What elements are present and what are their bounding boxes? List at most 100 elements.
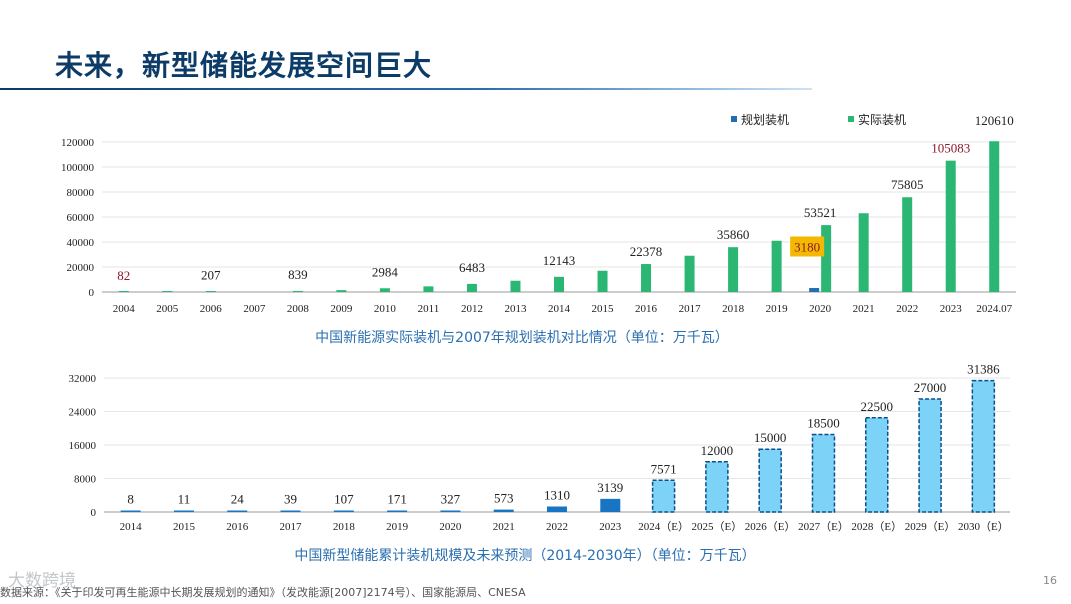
chart1-data-label: 105083 <box>931 141 970 156</box>
chart1-data-label: 6483 <box>459 260 485 275</box>
chart1-xtick: 2009 <box>330 303 353 315</box>
chart1-xtick: 2005 <box>156 303 179 315</box>
chart2-xtick: 2021 <box>493 521 515 533</box>
chart1-bar-actual <box>336 290 347 292</box>
chart2-bar-actual <box>227 510 248 512</box>
chart1-xtick: 2011 <box>418 303 440 315</box>
chart2-xtick: 2016 <box>226 521 249 533</box>
chart1-xtick: 2014 <box>548 303 571 315</box>
chart1-label-box <box>790 236 825 257</box>
chart2-xtick: 2024（E） <box>638 520 689 533</box>
storage-capacity-chart: 0 8000 16000 24000 32000 2014 2015 2016 2017 2018… <box>69 362 1010 564</box>
chart2-data-label: 11 <box>178 492 191 507</box>
chart1-bar-actual <box>821 225 832 292</box>
chart1-xtick: 2022 <box>896 303 918 315</box>
chart1-xtick: 2019 <box>766 303 789 315</box>
chart1-data-label: 839 <box>288 267 308 282</box>
chart2-data-label: 24 <box>231 492 245 507</box>
source-note: 数据来源：《关于印发可再生能源中长期发展规划的通知》（发改能源[2007]217… <box>0 586 526 599</box>
chart2-bar-actual <box>493 509 514 512</box>
chart1-bar-actual <box>858 213 869 292</box>
chart2-bar-actual <box>120 510 141 512</box>
chart1-xtick: 2013 <box>504 303 527 315</box>
chart2-bar-forecast <box>865 417 889 513</box>
chart2-bar-actual <box>600 498 621 512</box>
chart1-ytick: 60000 <box>67 212 95 224</box>
chart2-xtick: 2023 <box>599 521 622 533</box>
chart2-bar-forecast <box>811 433 836 513</box>
chart2-xtick: 2019 <box>386 521 409 533</box>
chart2-data-label: 39 <box>284 492 297 507</box>
chart2-xtick: 2026（E） <box>745 520 796 533</box>
chart1-xtick: 2008 <box>287 303 310 315</box>
chart1-bar-actual <box>641 264 652 292</box>
chart2-ytick: 24000 <box>69 407 97 419</box>
chart1-bar-actual <box>466 283 477 292</box>
chart1-caption: 中国新能源实际装机与2007年规划装机对比情况（单位：万千瓦） <box>315 330 729 346</box>
chart1-ytick: 100000 <box>61 162 95 174</box>
chart1-xtick: 2020 <box>809 303 832 315</box>
chart1-ytick: 0 <box>89 287 95 299</box>
chart1-xtick: 2006 <box>200 303 223 315</box>
chart1-bar-actual <box>118 291 129 292</box>
chart1-bar-actual <box>945 160 956 292</box>
chart2-data-label: 27000 <box>914 380 947 395</box>
chart2-data-label: 22500 <box>861 399 894 414</box>
chart1-data-label: 22378 <box>630 244 663 259</box>
chart2-data-label: 573 <box>494 491 514 506</box>
chart2-bar-actual <box>547 506 567 512</box>
chart1-xtick: 2016 <box>635 303 658 315</box>
chart2-bar-forecast <box>918 398 942 513</box>
legend-actual-label: 实际装机 <box>858 112 906 127</box>
chart2-bar-actual <box>387 510 408 512</box>
chart1-bar-actual <box>902 197 913 292</box>
chart1-bar-actual <box>205 291 216 292</box>
chart1-xtick: 2023 <box>940 303 963 315</box>
chart1-xtick: 2017 <box>679 303 702 315</box>
chart1-data-label: 12143 <box>543 253 576 268</box>
chart2-caption: 中国新型储能累计装机规模及未来预测（2014-2030年）（单位：万千瓦） <box>294 548 755 564</box>
page-number: 16 <box>1043 574 1057 587</box>
chart1-bar-actual <box>684 255 695 292</box>
chart2-xtick: 2028（E） <box>851 520 902 533</box>
chart2-data-label: 15000 <box>754 430 787 445</box>
chart2-bar-actual <box>333 510 354 512</box>
chart2-xtick: 2030（E） <box>958 520 1009 533</box>
chart1-xtick: 2012 <box>461 303 483 315</box>
chart2-data-label: 18500 <box>807 416 840 431</box>
chart2-bar-forecast <box>705 461 729 513</box>
chart1-data-label: 2984 <box>372 264 399 279</box>
chart1-ytick: 20000 <box>67 262 95 274</box>
chart1-ytick: 40000 <box>67 237 95 249</box>
chart2-ytick: 0 <box>91 507 97 519</box>
chart2-xtick: 2029（E） <box>905 520 956 533</box>
chart2-bar-actual <box>440 510 461 512</box>
chart2-ytick: 8000 <box>74 474 97 486</box>
chart2-data-label: 3139 <box>597 480 623 495</box>
chart1-bar-actual <box>728 247 739 292</box>
chart1-data-label: 207 <box>201 268 221 283</box>
legend-planned-swatch <box>731 116 737 122</box>
chart1-bar-actual <box>510 280 521 292</box>
chart1-xtick: 2007 <box>243 303 266 315</box>
chart2-data-label: 107 <box>334 492 354 507</box>
chart1-ytick: 80000 <box>67 187 95 199</box>
chart1-xtick: 2004 <box>113 303 136 315</box>
chart2-xtick: 2015 <box>173 521 196 533</box>
chart2-data-label: 171 <box>387 492 407 507</box>
chart1-bar-actual <box>423 286 434 292</box>
chart2-bar-forecast <box>758 448 782 513</box>
chart2-bar-actual <box>173 510 194 512</box>
chart1-data-label: 75805 <box>891 177 924 192</box>
chart2-xtick: 2020 <box>439 521 462 533</box>
chart2-xtick: 2025（E） <box>692 520 743 533</box>
chart2-xtick: 2014 <box>120 521 143 533</box>
chart2-data-label: 12000 <box>701 443 734 458</box>
chart1-data-label: 3180 <box>794 240 820 255</box>
chart2-bar-forecast <box>971 379 996 513</box>
chart2-ytick: 32000 <box>69 373 97 385</box>
chart1-data-label: 120610 <box>975 113 1014 128</box>
chart1-xtick: 2015 <box>592 303 615 315</box>
chart2-data-label: 31386 <box>967 362 1000 377</box>
page-title: 未来，新型储能发展空间巨大 <box>55 49 433 82</box>
